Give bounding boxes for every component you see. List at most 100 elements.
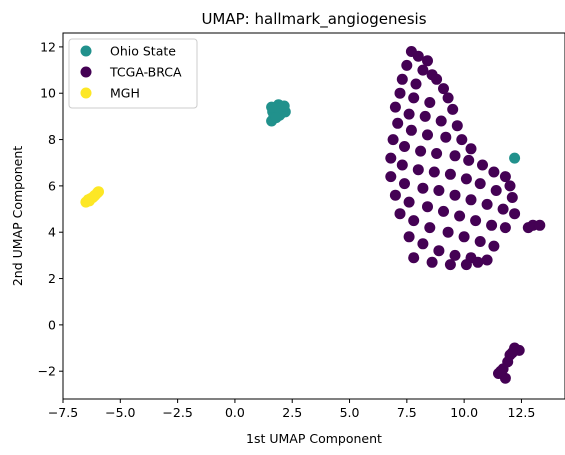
legend-label: MGH <box>110 86 140 101</box>
data-point <box>278 100 290 112</box>
data-point <box>451 120 463 132</box>
legend-marker <box>80 87 92 99</box>
y-axis: −2 0 2 4 6 8 10 12 <box>38 39 63 379</box>
legend-label: Ohio State <box>110 44 176 59</box>
data-point <box>394 87 406 99</box>
data-point <box>422 129 433 141</box>
y-tick-label: 8 <box>48 132 56 147</box>
data-point <box>438 205 449 217</box>
x-axis-label: 1st UMAP Component <box>246 431 382 446</box>
data-point <box>422 201 433 213</box>
data-point <box>458 231 470 243</box>
data-point <box>431 148 443 159</box>
y-tick-label: 4 <box>48 225 56 240</box>
data-point <box>499 171 511 183</box>
data-point <box>438 83 449 95</box>
data-point <box>424 222 436 234</box>
data-point <box>463 154 475 166</box>
x-tick-label: 12.5 <box>508 405 536 420</box>
data-point <box>486 219 498 231</box>
data-point <box>403 196 415 208</box>
data-point <box>442 226 454 238</box>
data-point <box>389 189 401 201</box>
data-point <box>417 182 429 194</box>
x-tick-label: 2.5 <box>282 405 302 420</box>
data-point <box>431 73 443 85</box>
data-point <box>474 178 486 190</box>
data-point <box>403 231 415 243</box>
data-point <box>477 159 488 171</box>
data-point <box>417 64 429 76</box>
data-point <box>394 208 406 220</box>
data-point <box>522 222 534 234</box>
data-point <box>392 117 404 129</box>
data-point <box>408 252 420 264</box>
series-ohio-state <box>266 99 521 164</box>
y-axis-label: 2nd UMAP Component <box>10 146 25 286</box>
data-point <box>444 259 456 271</box>
data-point <box>474 236 486 247</box>
data-point <box>454 210 466 222</box>
data-point <box>410 78 422 90</box>
data-point <box>424 97 436 108</box>
data-point <box>408 92 420 104</box>
x-axis: −7.5 −5.0 −2.5 0.0 2.5 5.0 7.5 10.0 12.5 <box>48 399 536 420</box>
data-point <box>412 164 424 176</box>
legend-box <box>68 38 198 109</box>
data-point <box>534 219 546 231</box>
legend-label: TCGA-BRCA <box>109 65 182 80</box>
data-point <box>396 73 408 85</box>
y-tick-label: 0 <box>48 317 56 332</box>
data-point <box>270 112 282 124</box>
x-tick-label: −2.5 <box>162 405 192 420</box>
data-point <box>412 50 424 62</box>
series-tcga-brca <box>385 46 546 384</box>
data-point <box>440 131 452 143</box>
series-mgh <box>80 186 104 208</box>
data-point <box>509 152 521 164</box>
data-point <box>435 115 447 127</box>
data-point <box>506 192 518 203</box>
data-point <box>433 245 445 257</box>
data-point <box>444 168 456 180</box>
data-point <box>433 185 445 196</box>
x-tick-label: 10.0 <box>450 405 478 420</box>
data-point <box>408 215 420 227</box>
chart-title: UMAP: hallmark_angiogenesis <box>201 10 426 29</box>
data-point <box>460 173 472 185</box>
data-point <box>415 145 427 157</box>
y-tick-label: 2 <box>48 271 56 286</box>
data-point <box>447 103 459 115</box>
y-tick-label: 10 <box>40 86 56 101</box>
data-point <box>472 256 484 268</box>
data-point <box>385 171 397 183</box>
data-point <box>401 59 413 71</box>
data-point <box>504 180 516 192</box>
data-point <box>488 240 500 252</box>
data-point <box>422 55 433 67</box>
data-point <box>399 141 410 152</box>
x-tick-label: −7.5 <box>48 405 78 420</box>
data-point <box>481 198 493 210</box>
data-point <box>88 190 100 202</box>
plot-area-frame <box>62 32 565 400</box>
data-point <box>488 166 500 178</box>
data-point <box>465 194 477 206</box>
data-point <box>495 365 507 377</box>
data-point <box>449 249 461 261</box>
data-point <box>405 124 417 136</box>
data-point <box>481 254 493 266</box>
y-tick-label: 12 <box>40 39 56 54</box>
data-point <box>389 101 401 113</box>
data-point <box>497 203 509 215</box>
data-point <box>509 208 521 220</box>
data-point <box>426 256 438 268</box>
legend-marker <box>80 66 92 78</box>
data-point <box>456 134 468 146</box>
data-point <box>399 178 410 190</box>
data-point <box>385 152 397 164</box>
y-tick-label: −2 <box>38 364 56 379</box>
x-tick-label: 7.5 <box>397 405 417 420</box>
data-point <box>470 215 482 227</box>
